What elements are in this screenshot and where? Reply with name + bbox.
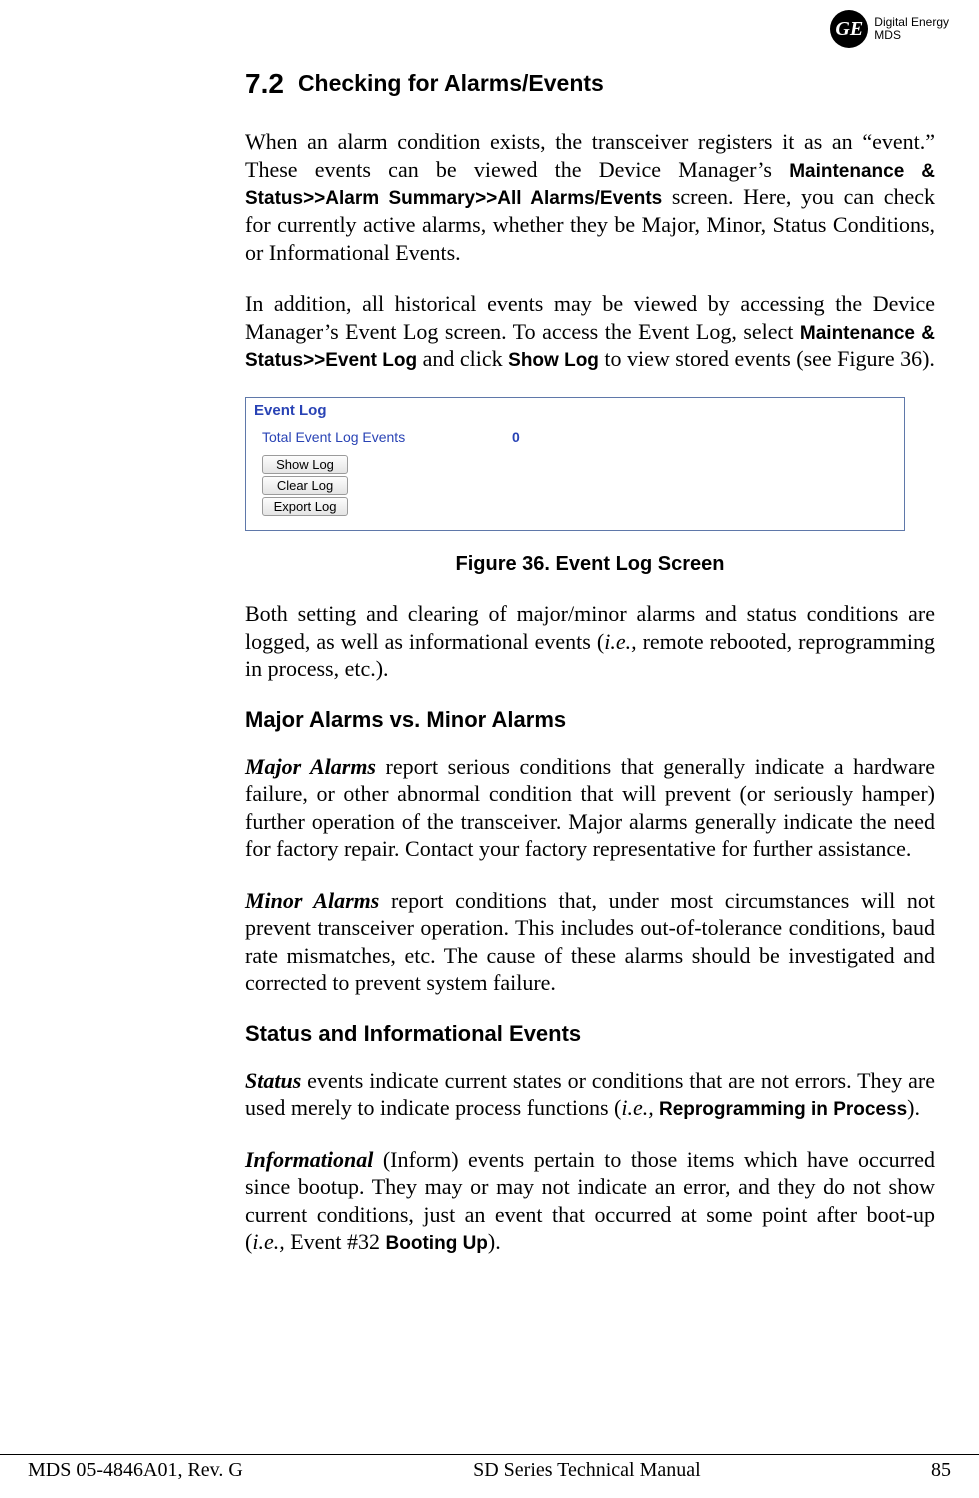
para-6: Status events indicate current states or… [245, 1067, 935, 1122]
clear-log-button[interactable]: Clear Log [262, 476, 348, 495]
page-footer: MDS 05-4846A01, Rev. G SD Series Technic… [0, 1454, 979, 1482]
text: and click [417, 346, 508, 371]
para-5: Minor Alarms report conditions that, und… [245, 887, 935, 997]
panel-body: Total Event Log Events 0 Show Log Clear … [246, 423, 904, 530]
show-log-button[interactable]: Show Log [262, 455, 348, 474]
section-heading: 7.2 Checking for Alarms/Events [245, 68, 935, 100]
term-status: Status [245, 1068, 301, 1093]
ui-label: Show Log [508, 350, 599, 371]
ui-label: Booting Up [386, 1233, 488, 1254]
total-events-row: Total Event Log Events 0 [262, 429, 894, 445]
text: to view stored events (see Figure 36). [599, 346, 935, 371]
section-title: Checking for Alarms/Events [298, 70, 604, 96]
footer-center: SD Series Technical Manual [473, 1459, 701, 1482]
section-number: 7.2 [245, 68, 284, 99]
para-2: In addition, all historical events may b… [245, 290, 935, 373]
text: Event #32 [285, 1229, 386, 1254]
term-minor-alarms: Minor Alarms [245, 888, 379, 913]
figure-caption: Figure 36. Event Log Screen [245, 553, 935, 576]
event-log-panel: Event Log Total Event Log Events 0 Show … [245, 397, 905, 531]
ie: i.e., [252, 1229, 284, 1254]
ie: i.e., [621, 1095, 653, 1120]
para-4: Major Alarms report serious conditions t… [245, 753, 935, 863]
term-informational: Informational [245, 1147, 373, 1172]
export-log-button[interactable]: Export Log [262, 497, 348, 516]
ie: i.e., [604, 629, 636, 654]
panel-buttons: Show Log Clear Log Export Log [262, 455, 348, 516]
panel-title: Event Log [246, 398, 904, 423]
para-3: Both setting and clearing of major/minor… [245, 600, 935, 683]
term-major-alarms: Major Alarms [245, 754, 376, 779]
subheading-major-minor: Major Alarms vs. Minor Alarms [245, 707, 935, 733]
subheading-status-info: Status and Informational Events [245, 1021, 935, 1047]
text: ). [907, 1095, 920, 1120]
text: ). [488, 1229, 501, 1254]
ui-label: Reprogramming in Process [654, 1099, 907, 1120]
footer-left: MDS 05-4846A01, Rev. G [28, 1459, 243, 1482]
total-events-value: 0 [512, 429, 520, 445]
footer-right: 85 [931, 1459, 951, 1482]
page-content: 7.2 Checking for Alarms/Events When an al… [245, 0, 935, 1280]
para-1: When an alarm condition exists, the tran… [245, 128, 935, 266]
total-events-label: Total Event Log Events [262, 429, 512, 445]
para-7: Informational (Inform) events pertain to… [245, 1146, 935, 1256]
